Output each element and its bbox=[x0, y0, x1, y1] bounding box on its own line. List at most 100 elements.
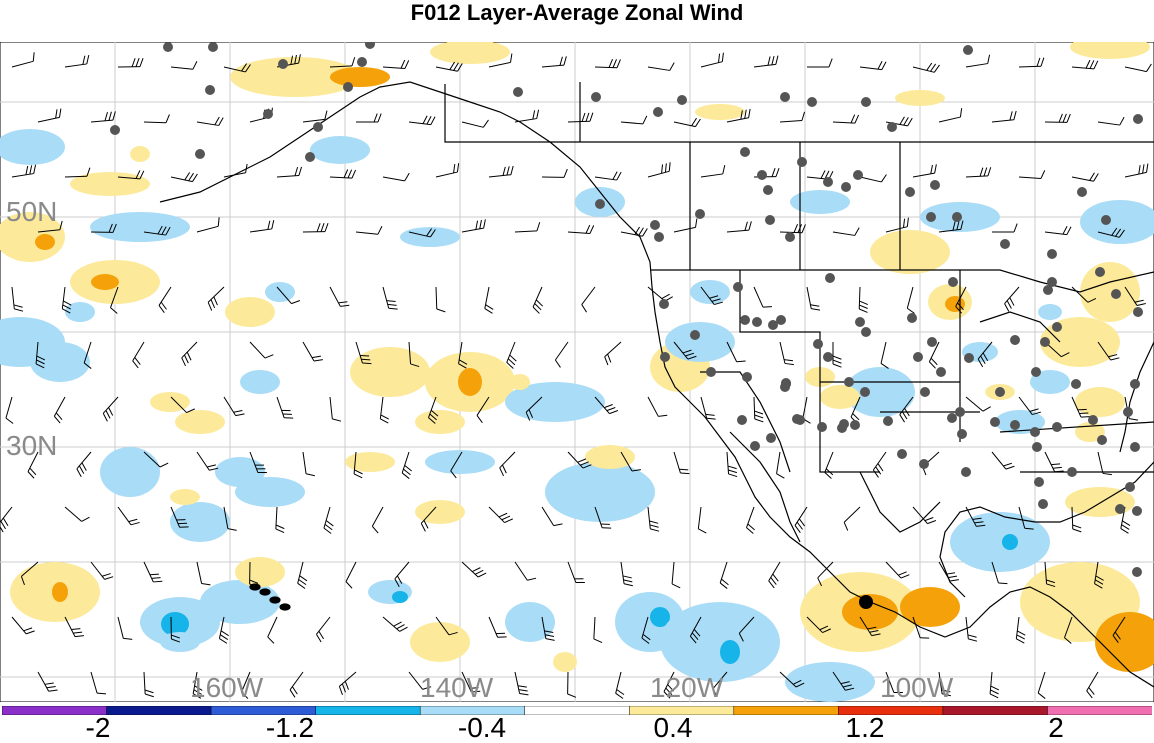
barb-feather bbox=[664, 163, 667, 173]
barb-feather bbox=[536, 222, 541, 232]
station-dot bbox=[919, 459, 929, 469]
station-dot bbox=[343, 82, 353, 92]
barb-feather bbox=[316, 634, 322, 643]
barb-feather bbox=[235, 413, 245, 417]
barb-feather bbox=[658, 414, 668, 417]
wind-barb-icon bbox=[794, 506, 808, 534]
barb-feather bbox=[668, 162, 671, 172]
station-dot bbox=[1030, 427, 1040, 437]
barb-feather bbox=[1088, 687, 1095, 695]
barb-feather bbox=[510, 53, 513, 63]
station-dot bbox=[1077, 187, 1087, 197]
barb-feather bbox=[661, 164, 664, 174]
wind-barb-icon bbox=[965, 506, 986, 527]
barb-feather bbox=[817, 577, 823, 587]
barb-feather bbox=[48, 689, 58, 692]
barb-feather bbox=[663, 691, 671, 699]
barb-feather bbox=[62, 308, 71, 314]
barb-feather bbox=[649, 524, 659, 528]
barb-feather bbox=[311, 355, 321, 359]
barb-feather bbox=[581, 112, 586, 122]
barb-feather bbox=[1064, 637, 1072, 644]
barb-feather bbox=[748, 108, 751, 118]
barb-feather bbox=[706, 417, 716, 420]
wind-barb-icon bbox=[35, 341, 46, 369]
barb-shaft bbox=[647, 396, 659, 417]
wind-barb-icon bbox=[1044, 451, 1064, 473]
station-dot bbox=[844, 377, 854, 387]
barb-feather bbox=[825, 468, 834, 476]
wind-barb-icon bbox=[938, 671, 951, 697]
barb-feather bbox=[86, 55, 90, 65]
barb-shaft bbox=[514, 230, 537, 233]
wind-barb-icon bbox=[158, 286, 172, 314]
station-dot bbox=[963, 45, 973, 55]
anomaly-area bbox=[410, 622, 470, 662]
barb-feather bbox=[1114, 631, 1121, 640]
wind-barb-icon bbox=[859, 616, 881, 637]
barb-feather bbox=[642, 633, 651, 641]
barb-feather bbox=[469, 687, 479, 689]
barb-feather bbox=[297, 582, 306, 589]
wind-barb-icon bbox=[420, 506, 437, 532]
wind-barb-icon bbox=[11, 52, 35, 68]
barb-feather bbox=[871, 633, 881, 637]
wind-barb-icon bbox=[196, 561, 211, 586]
barb-feather bbox=[1093, 173, 1099, 182]
station-dot bbox=[1132, 567, 1142, 577]
wind-barb-icon bbox=[726, 221, 752, 233]
barb-feather bbox=[1121, 524, 1130, 530]
wind-barb-icon bbox=[647, 506, 660, 532]
wind-barb-icon bbox=[541, 56, 567, 68]
barb-feather bbox=[157, 225, 163, 235]
barb-feather bbox=[144, 689, 154, 694]
wind-barb-icon bbox=[117, 170, 145, 180]
barb-feather bbox=[665, 687, 673, 696]
wind-barb-icon bbox=[11, 616, 35, 635]
station-dot bbox=[797, 157, 807, 167]
barb-feather bbox=[388, 307, 398, 310]
barb-feather bbox=[1062, 226, 1068, 235]
barb-feather bbox=[746, 527, 754, 534]
wind-barb-icon bbox=[435, 286, 446, 313]
wind-barb-icon bbox=[753, 396, 764, 423]
wind-barb-icon bbox=[218, 616, 229, 644]
wind-barb-icon bbox=[1064, 616, 1073, 644]
anomaly-area bbox=[1075, 387, 1125, 417]
barb-feather bbox=[898, 571, 907, 576]
barb-feather bbox=[711, 298, 721, 302]
wind-barb-icon bbox=[329, 286, 350, 307]
barb-feather bbox=[108, 407, 114, 416]
wind-barb-icon bbox=[117, 506, 140, 526]
barb-feather bbox=[14, 308, 24, 312]
barb-feather bbox=[135, 58, 140, 67]
barb-feather bbox=[1146, 163, 1149, 173]
barb-feather bbox=[271, 220, 275, 230]
barb-shaft bbox=[110, 286, 119, 308]
barb-shaft bbox=[117, 616, 124, 639]
wind-barb-icon bbox=[1094, 561, 1104, 589]
barb-feather bbox=[422, 686, 432, 690]
wind-barb-icon bbox=[955, 286, 967, 314]
station-dot bbox=[357, 57, 367, 67]
barb-feather bbox=[499, 467, 505, 477]
barb-feather bbox=[661, 293, 670, 300]
station-dot bbox=[278, 59, 288, 69]
barb-feather bbox=[798, 518, 806, 527]
station-dot bbox=[742, 372, 752, 382]
wind-barb-icon bbox=[859, 61, 887, 71]
barb-feather bbox=[139, 57, 144, 67]
barb-feather bbox=[1094, 579, 1104, 585]
wind-barb-icon bbox=[76, 451, 92, 477]
wind-barb-icon bbox=[196, 116, 224, 126]
anomaly-area bbox=[330, 67, 390, 87]
barb-shaft bbox=[1097, 451, 1104, 474]
barb-feather bbox=[210, 299, 216, 308]
station-dot bbox=[897, 449, 907, 459]
barb-feather bbox=[1095, 575, 1104, 581]
station-dot bbox=[757, 170, 767, 180]
barb-feather bbox=[510, 165, 514, 175]
barb-feather bbox=[323, 527, 332, 534]
barb-feather bbox=[972, 517, 982, 520]
barb-shaft bbox=[1124, 66, 1147, 73]
